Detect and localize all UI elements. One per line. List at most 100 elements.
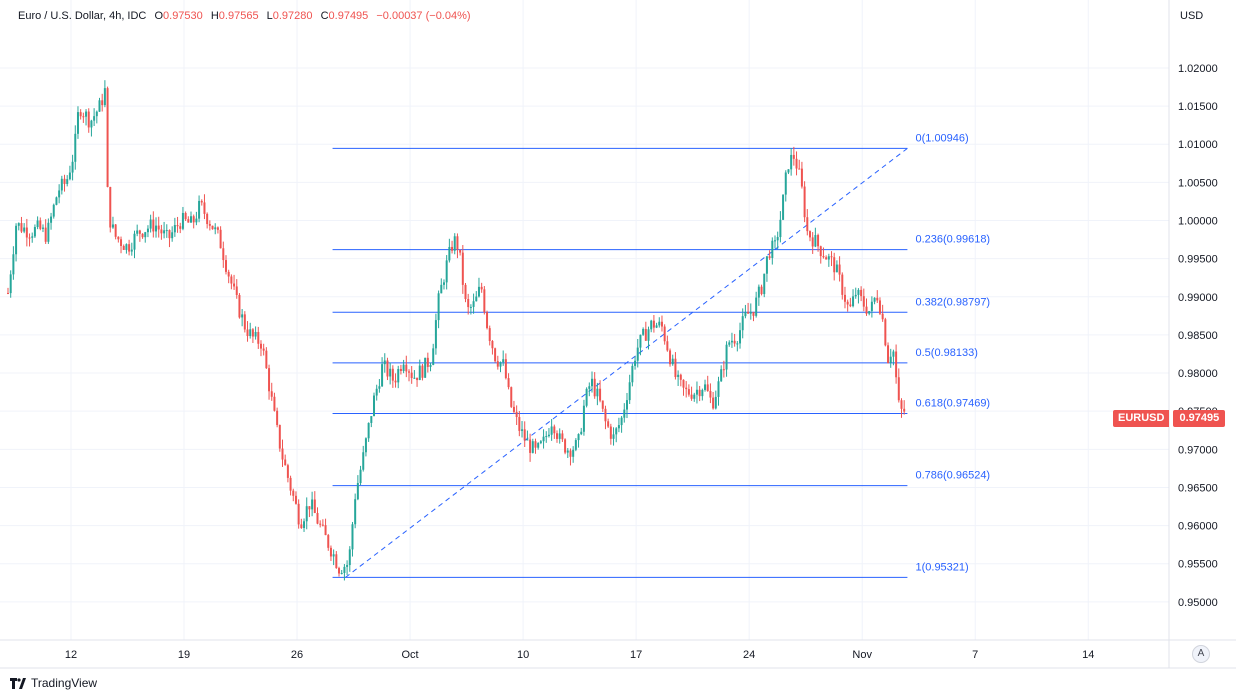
candle-body: [219, 229, 222, 249]
auto-scale-button[interactable]: A: [1192, 645, 1210, 663]
grid-lines: [0, 0, 1169, 640]
candle-body: [63, 178, 66, 184]
currency-label[interactable]: USD: [1180, 10, 1204, 22]
candle-body: [184, 212, 187, 220]
candle-body: [725, 344, 728, 370]
candle-body: [163, 230, 166, 234]
candle-body: [413, 377, 416, 379]
candle-body: [628, 382, 631, 401]
candle-body: [660, 321, 663, 327]
candle-body: [819, 246, 822, 257]
candle-body: [889, 356, 892, 363]
candle-body: [625, 400, 628, 410]
candle-body: [601, 400, 604, 409]
candle-body: [760, 286, 763, 295]
candle-body: [631, 365, 634, 383]
candle-body: [198, 200, 201, 219]
candle-body: [642, 328, 645, 335]
candle-body: [825, 257, 828, 260]
candle-body: [448, 246, 451, 261]
candle-body: [235, 286, 238, 296]
candle-body: [125, 244, 128, 250]
candle-body: [36, 220, 39, 228]
candle-body: [682, 379, 685, 388]
candle-body: [679, 374, 682, 380]
candle-body: [445, 260, 448, 283]
candle-body: [230, 276, 233, 284]
candle-body: [749, 311, 752, 314]
candle-body: [870, 301, 873, 312]
candle-body: [774, 240, 777, 242]
candle-body: [278, 425, 281, 449]
candle-body: [655, 325, 658, 328]
candle-body: [421, 365, 424, 378]
candle-body: [381, 364, 384, 387]
candle-body: [677, 374, 680, 378]
candle-body: [362, 452, 365, 470]
candle-body: [884, 319, 887, 346]
candle-body: [190, 216, 193, 223]
candle-body: [373, 395, 376, 417]
candle-body: [416, 377, 419, 381]
candle-body: [367, 422, 370, 439]
price-tag-value: 0.97495: [1173, 410, 1226, 427]
candle-body: [138, 230, 141, 234]
candle-body: [504, 359, 507, 379]
candle-body: [701, 389, 704, 397]
candle-body: [284, 459, 287, 466]
candle-body: [71, 161, 74, 173]
candle-body: [238, 295, 241, 318]
candle-body: [782, 194, 785, 220]
price-axis: 1.02000 1.01500 1.01000 1.00500 1.00000 0.995…: [1168, 0, 1218, 668]
candle-body: [542, 436, 545, 442]
candle-body: [442, 282, 445, 285]
candle-body: [903, 408, 906, 412]
candle-body: [784, 172, 787, 195]
candle-body: [257, 331, 260, 344]
x-tick-label: 12: [65, 649, 77, 661]
candle-body: [106, 88, 109, 187]
candle-body: [456, 236, 459, 250]
candle-body: [556, 433, 559, 439]
x-tick-label: Oct: [402, 649, 419, 661]
branding[interactable]: TradingView: [10, 676, 97, 690]
candle-body: [881, 313, 884, 320]
candle-body: [136, 230, 139, 234]
candle-body: [469, 306, 472, 308]
candle-body: [276, 410, 279, 426]
candle-body: [558, 433, 561, 439]
low-label: L: [266, 10, 273, 22]
y-tick-label: 1.01500: [1178, 101, 1218, 113]
candle-body: [854, 294, 857, 297]
candle-body: [98, 100, 101, 112]
candle-body: [811, 237, 814, 247]
candle-body: [472, 301, 475, 307]
candle-body: [364, 438, 367, 453]
candle-body: [58, 190, 61, 198]
candle-body: [852, 296, 855, 307]
candle-body: [752, 311, 755, 316]
candle-body: [259, 343, 262, 349]
candle-body: [526, 439, 529, 441]
open-label: O: [154, 10, 164, 22]
candle-body: [343, 566, 346, 573]
candle-body: [120, 239, 123, 246]
candle-body: [440, 284, 443, 294]
fib-level-label: 0.786(0.96524): [915, 470, 990, 482]
candle-body: [82, 116, 85, 118]
candle-body: [319, 523, 322, 525]
candle-body: [251, 329, 254, 337]
candle-body: [281, 448, 284, 460]
candle-body: [165, 230, 168, 232]
candle-body: [41, 227, 44, 229]
candle-body: [17, 223, 20, 226]
candle-body: [596, 388, 599, 397]
candle-body: [192, 216, 195, 223]
symbol-legend[interactable]: Euro / U.S. Dollar, 4h, IDC O0.97530 H0.…: [18, 10, 471, 22]
y-tick-label: 0.98000: [1178, 368, 1218, 380]
candle-body: [122, 245, 125, 250]
y-tick-label: 0.98500: [1178, 330, 1218, 342]
symbol-title: Euro / U.S. Dollar, 4h, IDC: [18, 10, 147, 22]
candle-body: [437, 293, 440, 321]
